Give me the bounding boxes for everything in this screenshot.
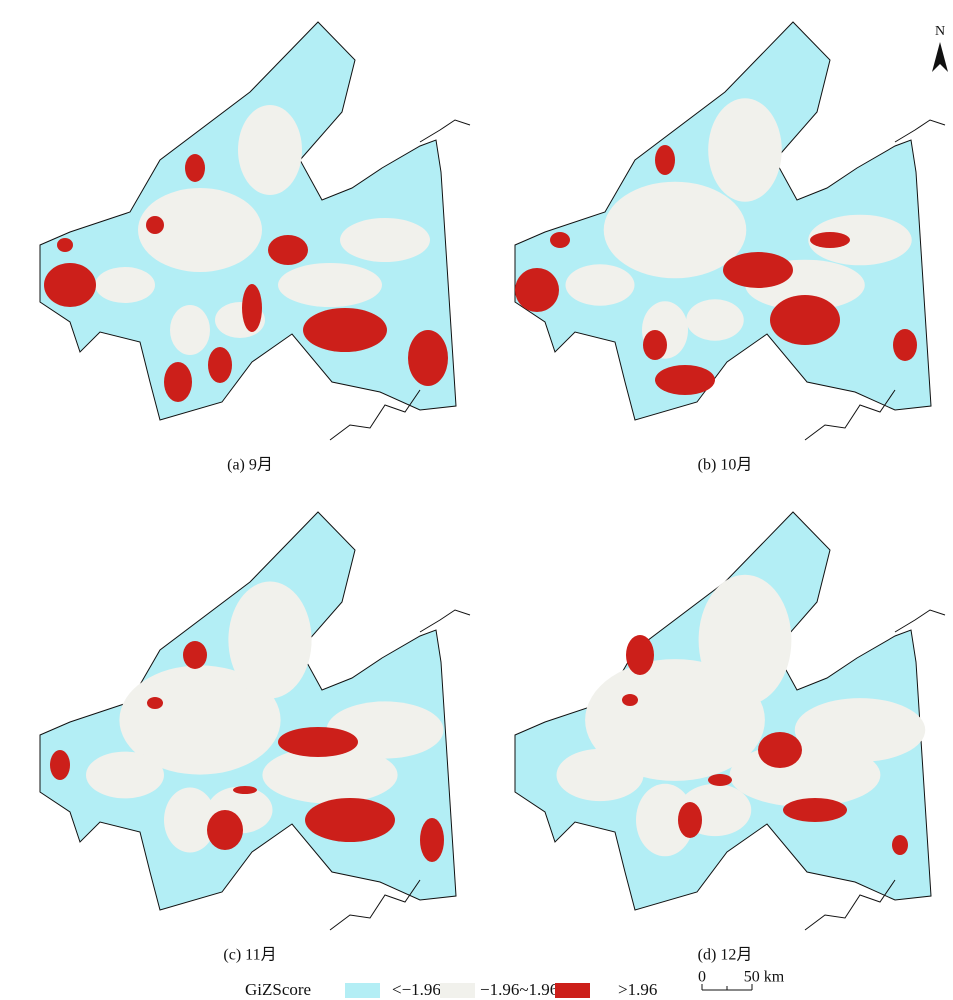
hotspot [278, 727, 358, 757]
hotspot [164, 362, 192, 402]
hotspot [550, 232, 570, 248]
neutral-zone [636, 783, 694, 857]
coastline [804, 609, 946, 931]
hotspot [57, 238, 73, 252]
hotspot [723, 252, 793, 288]
neutral-zone [95, 267, 155, 303]
hotspot [268, 235, 308, 265]
hotspot [147, 697, 163, 709]
hotspot [207, 810, 243, 850]
hotspot [242, 284, 262, 332]
hotspot [185, 154, 205, 182]
neutral-zone [278, 263, 382, 307]
hotspot [892, 835, 908, 855]
hotspot [678, 802, 702, 838]
hotspot [233, 786, 257, 794]
neutral-zone [556, 748, 644, 802]
hotspot [408, 330, 448, 386]
hotspot [708, 774, 732, 786]
north-arrow [932, 42, 948, 72]
legend-label: <−1.96 [392, 980, 441, 999]
panel-caption: (a) 9月 [227, 457, 273, 474]
neutral-zone [228, 581, 312, 699]
legend-swatch [555, 983, 590, 998]
map-panel [39, 21, 471, 441]
map-panel [514, 511, 946, 931]
neutral-zone [86, 751, 164, 799]
hotspot [146, 216, 164, 234]
neutral-zone [119, 665, 281, 775]
hotspot [758, 732, 802, 768]
neutral-zone [603, 181, 747, 279]
legend-label: >1.96 [618, 980, 657, 999]
hotspot [44, 263, 96, 307]
neutral-zone [686, 299, 744, 341]
hotspot [893, 329, 917, 361]
coastline [329, 609, 471, 931]
neutral-zone [238, 105, 302, 195]
hotspot [810, 232, 850, 248]
scale-label: 50 km [744, 969, 785, 986]
hotspot [208, 347, 232, 383]
panel-caption: (c) 11月 [223, 947, 276, 964]
hotspot [515, 268, 559, 312]
hotspot [643, 330, 667, 360]
hotspot [622, 694, 638, 706]
neutral-zone [698, 574, 792, 706]
neutral-zone [138, 188, 262, 272]
hotspot [626, 635, 654, 675]
map-panel [514, 21, 946, 441]
neutral-zone [794, 698, 926, 762]
map-panel [39, 511, 471, 931]
neutral-zone [164, 787, 216, 853]
north-label: N [935, 24, 945, 39]
neutral-zone [565, 264, 635, 306]
hotspot [50, 750, 70, 780]
scale-label: 0 [698, 969, 706, 986]
panel-caption: (b) 10月 [698, 457, 753, 474]
panel-caption: (d) 12月 [698, 947, 753, 964]
neutral-zone [340, 218, 430, 262]
neutral-zone [170, 305, 210, 355]
hotspot [770, 295, 840, 345]
neutral-zone [262, 746, 398, 804]
coastline [329, 119, 471, 441]
neutral-zone [808, 214, 912, 266]
legend-label: −1.96~1.96 [480, 980, 558, 999]
legend-swatch [440, 983, 475, 998]
hotspot [783, 798, 847, 822]
hotspot [305, 798, 395, 842]
neutral-zone [708, 98, 782, 202]
hotspot [183, 641, 207, 669]
hotspot [420, 818, 444, 862]
hotspot [303, 308, 387, 352]
legend-title: GiZScore [245, 980, 311, 999]
legend-swatch [345, 983, 380, 998]
hotspot [655, 365, 715, 395]
hotspot [655, 145, 675, 175]
coastline [804, 119, 946, 441]
